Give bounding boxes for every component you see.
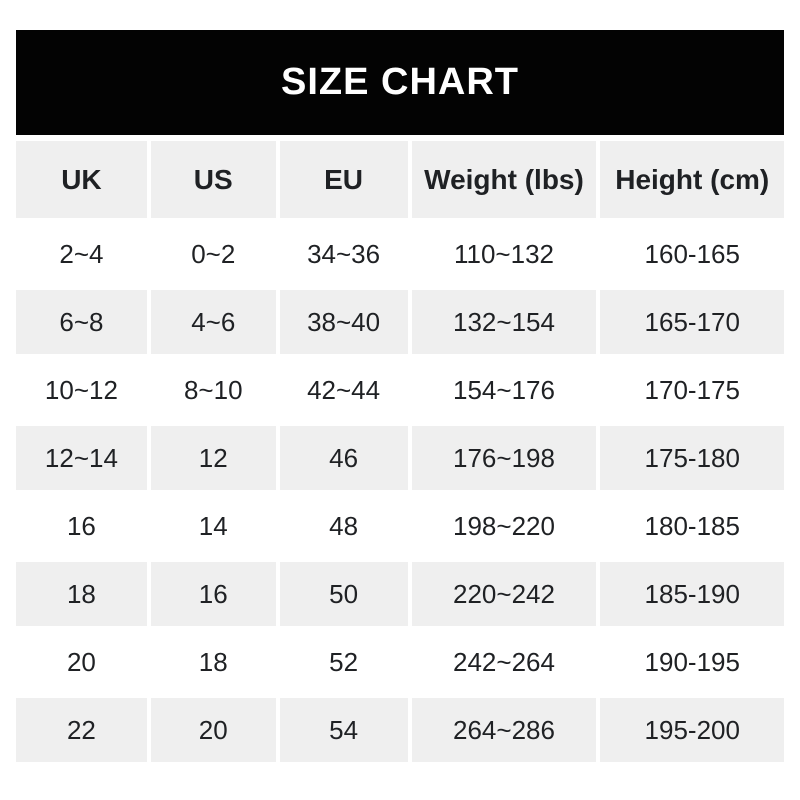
table-cell: 6~8 xyxy=(16,290,147,354)
table-cell: 12~14 xyxy=(16,426,147,490)
table-cell: 46 xyxy=(279,426,408,490)
size-table: UK US EU Weight (lbs) Height (cm) 2~4 0~2 34~3… xyxy=(12,137,788,766)
table-row: 6~8 4~6 38~40 132~154 165-170 xyxy=(16,290,784,354)
table-cell: 52 xyxy=(279,630,408,694)
table-cell: 170-175 xyxy=(600,358,784,422)
title-banner: SIZE CHART xyxy=(16,30,784,135)
page-title: SIZE CHART xyxy=(281,61,519,103)
table-cell: 16 xyxy=(150,562,276,626)
table-cell: 175-180 xyxy=(600,426,784,490)
table-cell: 185-190 xyxy=(600,562,784,626)
column-header: Height (cm) xyxy=(600,141,784,218)
table-cell: 154~176 xyxy=(411,358,597,422)
table-cell: 54 xyxy=(279,698,408,762)
table-cell: 18 xyxy=(16,562,147,626)
table-cell: 14 xyxy=(150,494,276,558)
table-cell: 160-165 xyxy=(600,222,784,286)
table-cell: 18 xyxy=(150,630,276,694)
table-cell: 0~2 xyxy=(150,222,276,286)
table-cell: 50 xyxy=(279,562,408,626)
table-cell: 8~10 xyxy=(150,358,276,422)
table-cell: 22 xyxy=(16,698,147,762)
table-cell: 16 xyxy=(16,494,147,558)
table-cell: 38~40 xyxy=(279,290,408,354)
table-cell: 264~286 xyxy=(411,698,597,762)
table-row: 10~12 8~10 42~44 154~176 170-175 xyxy=(16,358,784,422)
table-cell: 180-185 xyxy=(600,494,784,558)
table-cell: 34~36 xyxy=(279,222,408,286)
column-header: Weight (lbs) xyxy=(411,141,597,218)
table-row: 16 14 48 198~220 180-185 xyxy=(16,494,784,558)
table-cell: 165-170 xyxy=(600,290,784,354)
size-chart-page: SIZE CHART UK US EU Weight (lbs) Height (cm)… xyxy=(0,30,800,800)
header-row: UK US EU Weight (lbs) Height (cm) xyxy=(16,141,784,218)
table-cell: 20 xyxy=(16,630,147,694)
table-cell: 190-195 xyxy=(600,630,784,694)
table-cell: 242~264 xyxy=(411,630,597,694)
table-row: 20 18 52 242~264 190-195 xyxy=(16,630,784,694)
table-cell: 195-200 xyxy=(600,698,784,762)
table-row: 22 20 54 264~286 195-200 xyxy=(16,698,784,762)
table-row: 2~4 0~2 34~36 110~132 160-165 xyxy=(16,222,784,286)
table-cell: 220~242 xyxy=(411,562,597,626)
table-cell: 4~6 xyxy=(150,290,276,354)
table-cell: 176~198 xyxy=(411,426,597,490)
table-cell: 110~132 xyxy=(411,222,597,286)
table-body: 2~4 0~2 34~36 110~132 160-165 6~8 4~6 38~40 132~… xyxy=(16,222,784,762)
column-header: UK xyxy=(16,141,147,218)
table-cell: 48 xyxy=(279,494,408,558)
column-header: US xyxy=(150,141,276,218)
table-cell: 132~154 xyxy=(411,290,597,354)
table-head: UK US EU Weight (lbs) Height (cm) xyxy=(16,141,784,218)
table-row: 18 16 50 220~242 185-190 xyxy=(16,562,784,626)
table-cell: 10~12 xyxy=(16,358,147,422)
table-container: UK US EU Weight (lbs) Height (cm) 2~4 0~2 34~3… xyxy=(0,137,800,766)
table-cell: 12 xyxy=(150,426,276,490)
table-cell: 20 xyxy=(150,698,276,762)
column-header: EU xyxy=(279,141,408,218)
table-row: 12~14 12 46 176~198 175-180 xyxy=(16,426,784,490)
table-cell: 2~4 xyxy=(16,222,147,286)
table-cell: 42~44 xyxy=(279,358,408,422)
table-cell: 198~220 xyxy=(411,494,597,558)
